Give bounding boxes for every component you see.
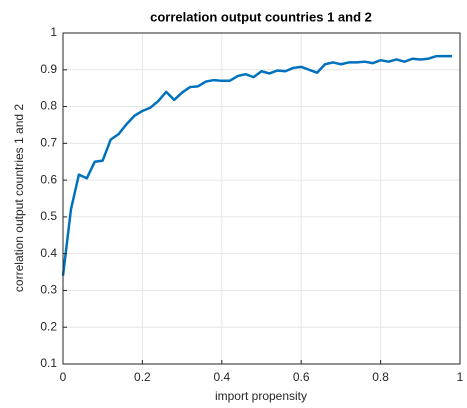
chart-title: correlation output countries 1 and 2 (150, 9, 372, 24)
plot (61, 54, 453, 276)
x-tick-label: 0.6 (293, 370, 310, 384)
y-tick-label: 0.4 (40, 246, 57, 260)
y-tick-label: 0.2 (40, 319, 57, 333)
y-tick-label: 0.3 (40, 283, 57, 297)
x-tick-label: 0.4 (213, 370, 230, 384)
y-tick-label: 0.6 (40, 172, 57, 186)
y-tick-label: 0.5 (40, 209, 57, 223)
x-axis-label: import propensity (215, 389, 307, 403)
x-tick-label: 1 (457, 370, 464, 384)
y-tick-label: 1 (50, 25, 57, 39)
grid (62, 32, 461, 365)
x-tick-label: 0 (60, 370, 67, 384)
plot-frame (62, 32, 461, 365)
x-tick-label: 0.8 (372, 370, 389, 384)
y-tick-label: 0.7 (40, 136, 57, 150)
y-tick-label: 0.8 (40, 99, 57, 113)
y-tick-label: 0.1 (40, 356, 57, 370)
data-line (61, 54, 453, 276)
x-tick-label: 0.2 (134, 370, 151, 384)
y-axis-label: correlation output countries 1 and 2 (12, 104, 26, 292)
y-tick-label: 0.9 (40, 62, 57, 76)
